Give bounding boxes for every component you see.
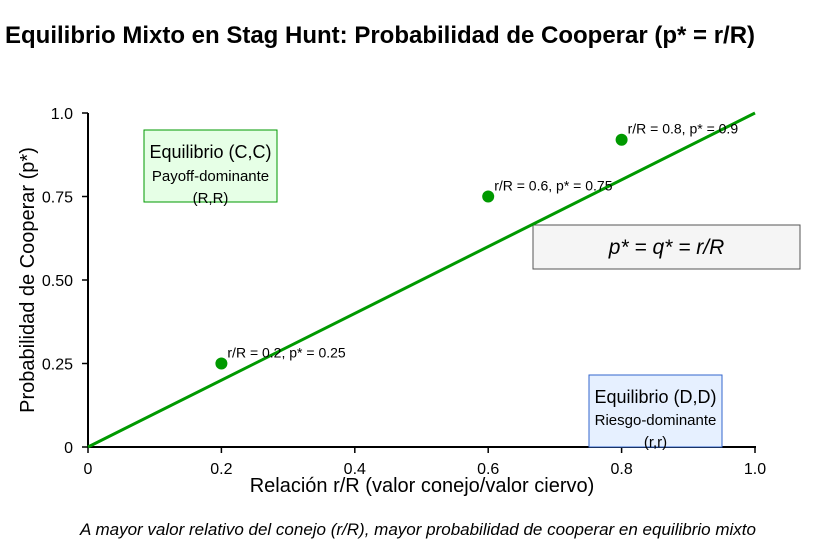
x-tick-label: 0 (84, 461, 93, 478)
x-tick-label: 0.8 (610, 461, 632, 478)
y-axis-label: Probabilidad de Cooperar (p*) (17, 147, 39, 413)
annotation-boxes: Equilibrio (C,C) Payoff-dominante (R,R) Equ… (143, 129, 801, 451)
y-tick-label: 1.0 (51, 106, 73, 123)
x-axis-label: Relación r/R (valor conejo/valor ciervo) (250, 475, 595, 497)
formula-box (532, 224, 801, 270)
data-point (482, 190, 495, 203)
dd-box-line3: (r,r) (644, 434, 667, 451)
ticks: 0 0.2 0.4 0.6 0.8 1.0 0 0.25 0.50 0.75 1.0 (42, 106, 766, 478)
dd-equilibrium-box (588, 374, 723, 448)
data-point (615, 133, 628, 146)
x-tick-label: 1.0 (744, 461, 766, 478)
data-point (215, 357, 228, 370)
cc-box-line1: Equilibrio (C,C) (149, 142, 271, 162)
cc-box-line2: Payoff-dominante (152, 168, 269, 185)
x-tick-label: 0.2 (210, 461, 232, 478)
series: r/R = 0.2, p* = 0.25 r/R = 0.6, p* = 0.75… (87, 111, 756, 449)
chart-caption: A mayor valor relativo del conejo (r/R),… (80, 520, 756, 539)
cc-box-line3: (R,R) (193, 190, 229, 207)
x-tick-label: 0.6 (477, 461, 499, 478)
dd-box-line2: Riesgo-dominante (595, 412, 717, 429)
chart-title: Equilibrio Mixto en Stag Hunt: Probabili… (5, 22, 756, 49)
y-tick-label: 0.50 (42, 273, 73, 290)
x-tick-label: 0.4 (344, 461, 366, 478)
cc-equilibrium-box (143, 129, 278, 203)
y-tick-label: 0.75 (42, 190, 73, 207)
y-tick-label: 0 (64, 440, 73, 457)
dd-box-line1: Equilibrio (D,D) (594, 387, 716, 407)
data-label: r/R = 0.2, p* = 0.25 (227, 345, 346, 361)
y-tick-label: 0.25 (42, 357, 73, 374)
data-label: r/R = 0.6, p* = 0.75 (494, 178, 613, 194)
data-label: r/R = 0.8, p* = 0.9 (628, 121, 739, 137)
formula-text: p* = q* = r/R (608, 236, 725, 259)
series-line (87, 111, 756, 449)
